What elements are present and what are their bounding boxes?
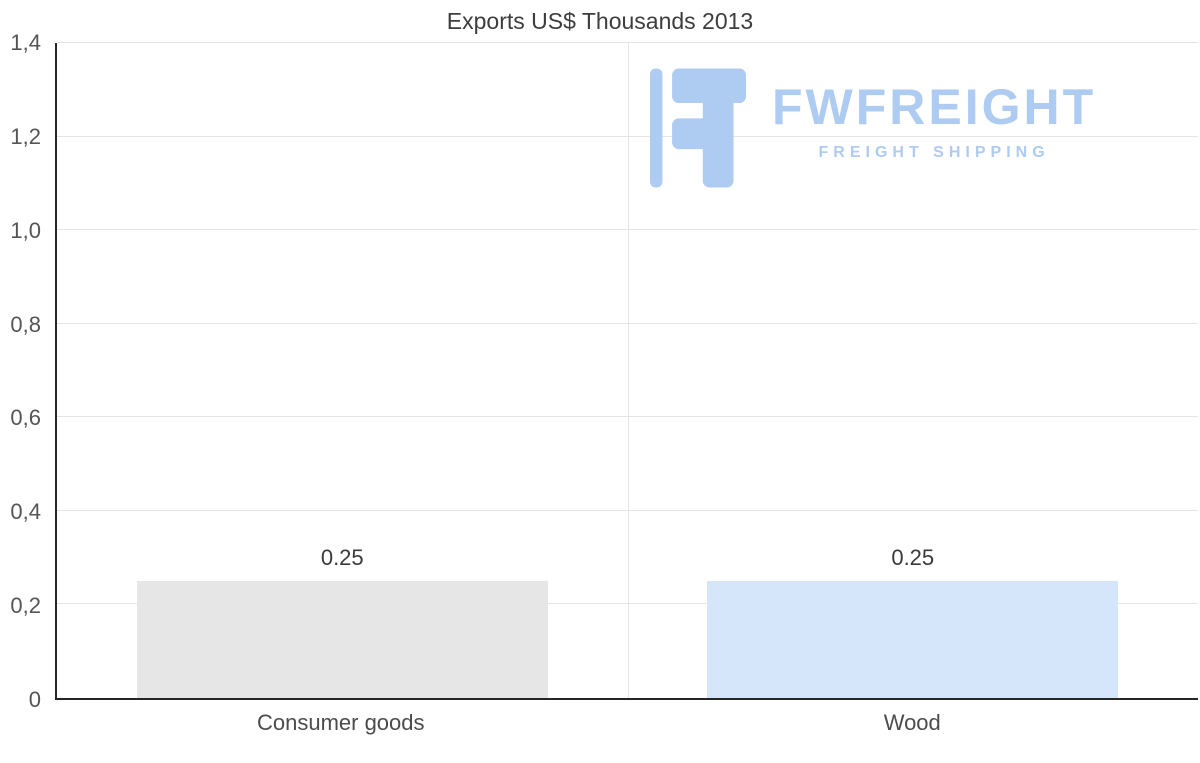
y-tick-label: 0 [28,687,41,712]
bar-consumer-goods [136,581,548,698]
plot-area: 0.25 0.25 FWFREIGHT FREIGHT SHIPPING [55,42,1198,700]
y-tick-label: 1,4 [10,30,41,55]
y-tick-label: 1,2 [10,123,41,149]
bar-slot: 0.25 [628,43,1199,698]
bar-value-label: 0.25 [320,545,364,571]
vertical-gridline [627,43,629,698]
y-tick-label: 0,2 [10,593,41,619]
y-axis: 0 0,2 0,4 0,6 0,8 1,0 1,2 1,4 [0,32,47,711]
bar-wood [707,581,1119,698]
bars: 0.25 0.25 [57,43,1198,698]
y-tick-label: 1,0 [10,217,41,243]
gridline [57,42,1198,43]
y-tick-label: 0,8 [10,311,41,337]
chart-title: Exports US$ Thousands 2013 [446,8,754,34]
bar-value-label: 0.25 [891,545,935,571]
y-tick-label: 0,4 [10,499,41,525]
x-category-label: Wood [883,710,941,735]
x-category-label: Consumer goods [256,710,425,735]
x-axis: Consumer goods Wood [55,706,1198,751]
bar-slot: 0.25 [57,43,628,698]
y-tick-label: 0,6 [10,405,41,431]
